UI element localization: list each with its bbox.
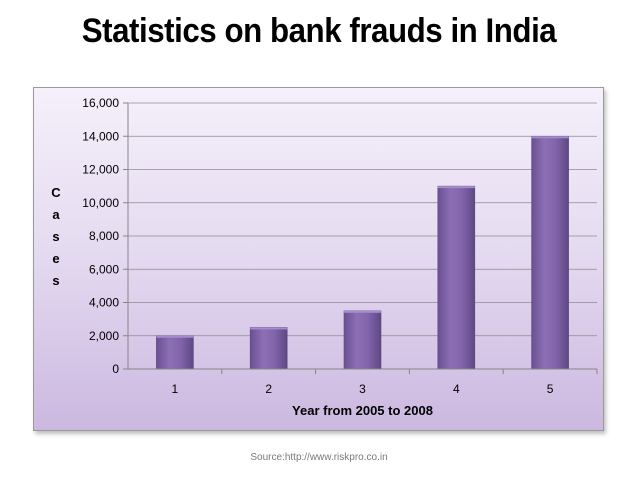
source-citation: Source:http://www.riskpro.co.in	[250, 452, 388, 463]
chart-area: 0 2,000 4,000 6,000 8,000 10,000 12,000 14,000 1…	[33, 87, 604, 431]
bar-highlight	[437, 186, 475, 189]
gridlines	[123, 102, 597, 370]
bar-1	[156, 335, 194, 370]
y-axis-title-letter: C	[51, 185, 61, 200]
y-tick-label: 6,000	[89, 262, 119, 276]
bar-highlight	[531, 136, 569, 139]
x-tick-labels: 1 2 3 4 5	[172, 382, 554, 396]
x-tick-label: 2	[265, 382, 272, 396]
y-tick-label: 14,000	[82, 129, 119, 143]
axes	[127, 103, 598, 374]
bar-2	[249, 327, 288, 370]
slide-title: Statistics on bank frauds in India	[81, 12, 557, 50]
bar-chart: 0 2,000 4,000 6,000 8,000 10,000 12,000 14,000 1…	[51, 96, 598, 418]
y-axis-title-letter: s	[52, 273, 59, 288]
y-axis-title-letter: a	[52, 207, 60, 222]
bar-highlight	[156, 335, 194, 338]
bar-4	[437, 185, 476, 370]
x-tick-label: 4	[453, 382, 460, 396]
y-tick-label: 10,000	[82, 196, 119, 210]
y-axis-title-letter: e	[52, 251, 59, 266]
bars	[156, 135, 569, 370]
bar-highlight	[250, 327, 288, 330]
x-tick-label: 1	[172, 382, 179, 396]
y-tick-label: 4,000	[89, 296, 119, 310]
y-tick-labels: 0 2,000 4,000 6,000 8,000 10,000 12,000 14,000 1…	[82, 96, 119, 376]
bar-5	[531, 135, 569, 370]
y-axis-title-letter: s	[52, 229, 59, 244]
bar-3	[343, 310, 382, 370]
x-tick-label: 5	[547, 382, 554, 396]
x-tick-label: 3	[359, 382, 366, 396]
bar-highlight	[344, 310, 381, 313]
x-axis-title: Year from 2005 to 2008	[292, 403, 433, 418]
y-tick-label: 16,000	[82, 96, 119, 110]
y-tick-label: 0	[112, 362, 119, 376]
y-tick-label: 12,000	[82, 163, 119, 177]
y-tick-label: 2,000	[89, 329, 119, 343]
y-tick-label: 8,000	[89, 229, 119, 243]
